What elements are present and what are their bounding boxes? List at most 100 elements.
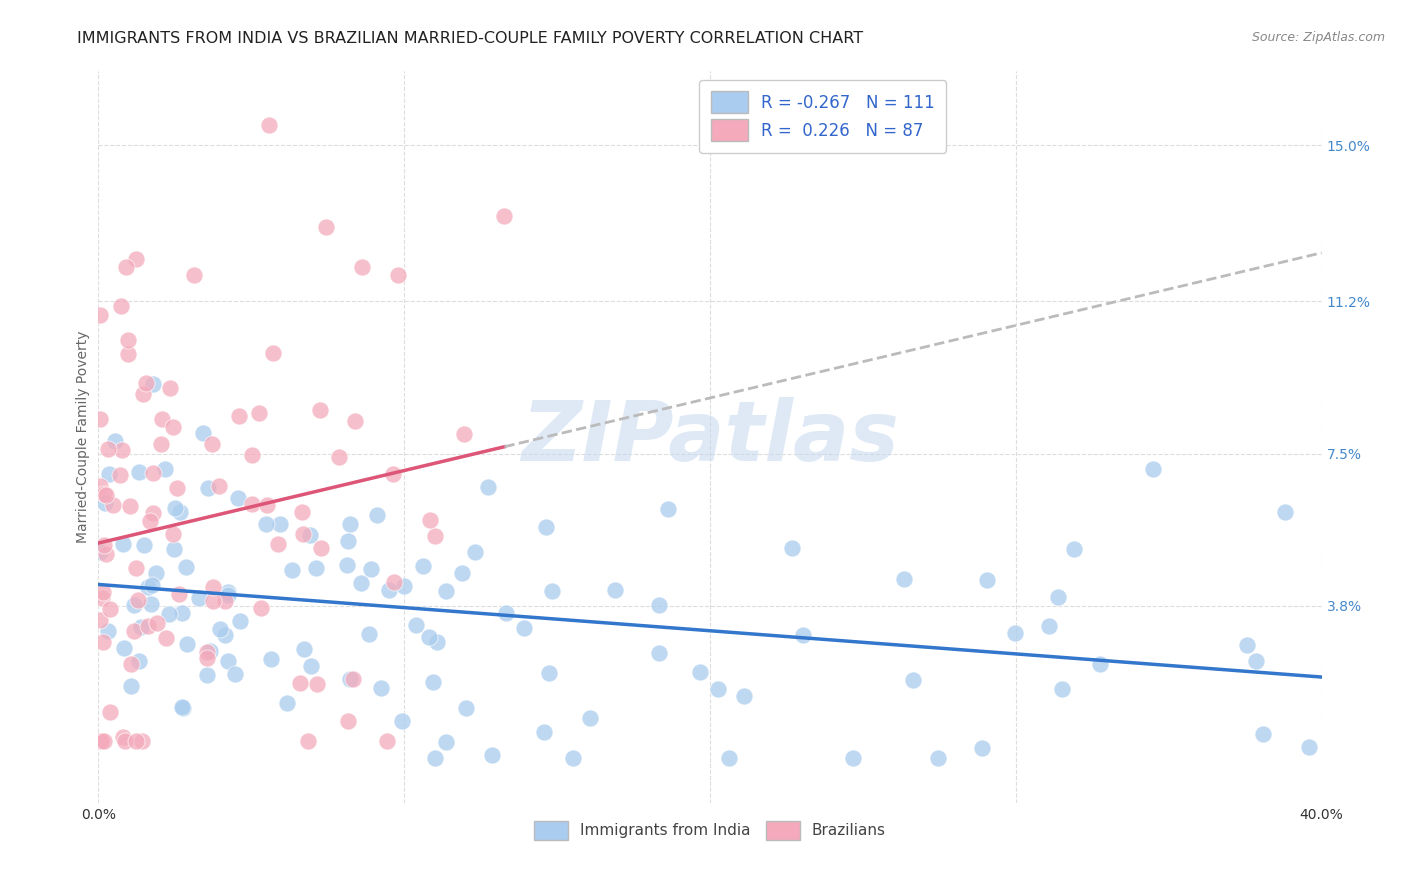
Point: [89, 545, 111, 559]
Point: [217, 584, 239, 599]
Point: [117, 333, 139, 347]
Point: [145, 566, 167, 581]
Point: [382, 574, 405, 589]
Point: [172, 701, 194, 715]
Point: [533, 725, 555, 739]
Y-axis label: Married-Couple Family Poverty: Married-Couple Family Poverty: [76, 331, 90, 543]
Point: [893, 573, 915, 587]
Text: ZIPatlas: ZIPatlas: [522, 397, 898, 477]
Point: [224, 667, 246, 681]
Point: [136, 619, 159, 633]
Point: [540, 583, 562, 598]
Point: [141, 597, 163, 611]
Point: [89, 412, 111, 426]
Point: [90, 734, 112, 748]
Point: [128, 655, 150, 669]
Point: [228, 409, 250, 424]
Point: [112, 641, 135, 656]
Point: [394, 579, 416, 593]
Point: [247, 406, 270, 420]
Point: [217, 588, 239, 602]
Point: [120, 657, 142, 672]
Point: [132, 387, 155, 401]
Point: [336, 533, 359, 548]
Point: [209, 622, 232, 636]
Point: [648, 599, 671, 613]
Point: [89, 308, 111, 322]
Point: [901, 673, 924, 688]
Point: [138, 514, 160, 528]
Point: [97, 624, 120, 638]
Point: [1142, 462, 1164, 476]
Point: [350, 260, 373, 275]
Point: [110, 468, 132, 483]
Point: [162, 527, 184, 541]
Point: [1236, 638, 1258, 652]
Point: [1298, 739, 1320, 754]
Point: [91, 585, 114, 599]
Point: [226, 491, 249, 505]
Point: [188, 591, 211, 605]
Point: [115, 260, 138, 274]
Point: [250, 601, 273, 615]
Text: IMMIGRANTS FROM INDIA VS BRAZILIAN MARRIED-COUPLE FAMILY POVERTY CORRELATION CHA: IMMIGRANTS FROM INDIA VS BRAZILIAN MARRI…: [77, 31, 863, 46]
Point: [142, 506, 165, 520]
Point: [288, 676, 311, 690]
Point: [1251, 726, 1274, 740]
Point: [269, 516, 291, 531]
Point: [370, 681, 392, 695]
Point: [454, 700, 477, 714]
Point: [118, 500, 141, 514]
Point: [689, 665, 711, 680]
Point: [706, 682, 728, 697]
Point: [357, 626, 380, 640]
Point: [391, 714, 413, 729]
Point: [339, 672, 361, 686]
Point: [291, 527, 314, 541]
Point: [117, 347, 139, 361]
Point: [169, 505, 191, 519]
Point: [297, 734, 319, 748]
Point: [1088, 657, 1111, 672]
Point: [150, 437, 173, 451]
Point: [477, 480, 499, 494]
Point: [195, 644, 218, 658]
Point: [167, 587, 190, 601]
Point: [267, 537, 290, 551]
Point: [292, 642, 315, 657]
Point: [299, 528, 322, 542]
Point: [494, 209, 516, 223]
Point: [141, 578, 163, 592]
Point: [426, 635, 449, 649]
Point: [1063, 541, 1085, 556]
Point: [579, 711, 602, 725]
Point: [89, 479, 111, 493]
Point: [195, 668, 218, 682]
Point: [276, 696, 298, 710]
Point: [1274, 505, 1296, 519]
Point: [91, 634, 114, 648]
Point: [125, 561, 148, 575]
Point: [305, 677, 328, 691]
Point: [405, 618, 427, 632]
Point: [141, 376, 163, 391]
Point: [191, 425, 214, 440]
Point: [657, 502, 679, 516]
Point: [155, 632, 177, 646]
Point: [97, 442, 120, 456]
Point: [98, 467, 121, 481]
Point: [451, 566, 474, 581]
Point: [120, 679, 142, 693]
Point: [717, 750, 740, 764]
Point: [1050, 681, 1073, 696]
Point: [1244, 654, 1267, 668]
Point: [733, 690, 755, 704]
Point: [112, 730, 135, 744]
Point: [648, 647, 671, 661]
Point: [562, 750, 585, 764]
Point: [163, 541, 186, 556]
Point: [254, 516, 277, 531]
Legend: Immigrants from India, Brazilians: Immigrants from India, Brazilians: [529, 814, 891, 847]
Point: [350, 575, 373, 590]
Point: [495, 607, 517, 621]
